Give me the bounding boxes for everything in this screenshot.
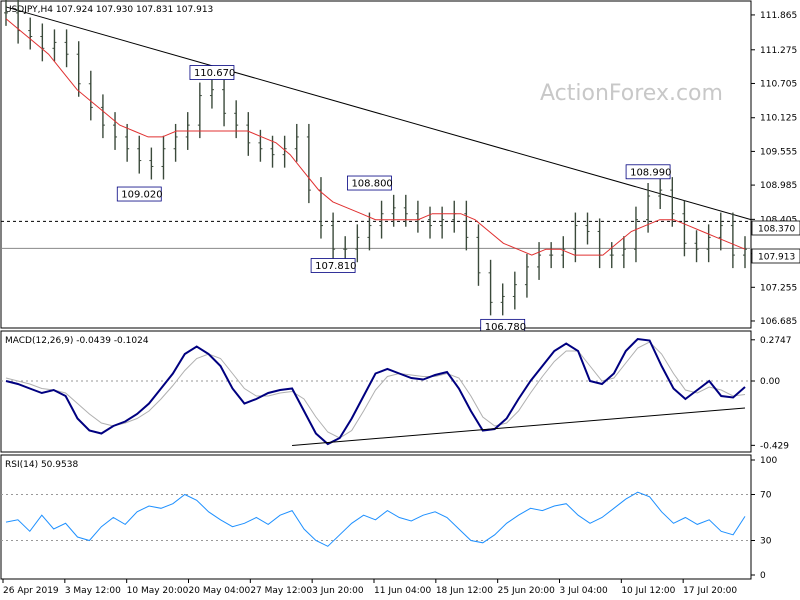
macd-y-tick-label: -0.429 [760,441,789,451]
price-y-tick-label: 110.705 [760,79,797,89]
x-tick-label: 11 Jun 04:00 [374,586,431,596]
price-annotation-label: 110.670 [194,68,235,79]
resistance-price-label-text: 108.370 [758,225,795,235]
price-annotation-box [625,164,671,180]
price-y-tick-label: 110.125 [760,114,797,124]
macd-panel: MACD(12,26,9) -0.0439 -0.1024 0.2747 0.00… [0,330,792,453]
price-y-tick-label: 109.555 [760,147,797,157]
macd-signal-line [5,341,746,439]
price-y-tick-label: 107.255 [760,283,797,293]
price-y-tick-label: 111.275 [760,46,797,56]
price-annotation: 108.990 [625,164,671,180]
rsi-y-tick-label: 30 [760,537,772,547]
price-y-tick-label: 108.405 [760,215,797,225]
price-annotation-label: 107.810 [315,261,356,272]
price-annotation-box [116,186,162,202]
rsi-line [5,491,746,547]
x-tick-label: 3 May 12:00 [65,586,121,596]
price-annotation: 108.800 [347,175,393,191]
price-annotation-label: 108.990 [630,167,671,178]
x-tick-label: 27 May 12:00 [250,586,312,596]
price-annotation-label: 106.780 [485,322,526,333]
x-tick-label: 25 Jun 20:00 [498,586,555,596]
price-annotation-label: 108.800 [351,179,392,190]
price-annotation: 109.020 [116,186,163,202]
x-tick-label: 3 Jul 04:00 [560,586,609,596]
rsi-level-lines [1,494,751,541]
macd-trendline [292,407,746,446]
x-tick-label: 20 May 04:00 [189,586,251,596]
x-tick-label: 10 May 20:00 [127,586,189,596]
macd-line [5,337,746,446]
macd-panel-title: MACD(12,26,9) -0.0439 -0.1024 [5,336,149,346]
price-panel: USDJPY,H4 107.924 107.930 107.831 107.91… [0,0,800,334]
macd-y-tick-label: 0.2747 [760,336,792,346]
macd-panel-frame [0,330,752,453]
x-tick-label: 3 Jun 20:00 [312,586,364,596]
price-annotation-box [310,258,356,273]
price-y-tick-label: 106.685 [760,317,797,327]
price-annotation: 110.670 [189,65,235,80]
current-price-label: 107.913 [751,248,800,264]
macd-y-tick-label: 0.00 [760,377,780,387]
price-annotation: 107.810 [310,258,356,273]
rsi-y-tick-label: 100 [760,456,777,466]
current-price-label-text: 107.913 [758,253,795,263]
rsi-y-tick-label: 0 [760,571,766,581]
price-y-tick-label: 111.865 [760,11,797,21]
rsi-panel-frame [0,454,752,580]
price-annotation-box [347,175,392,191]
price-annotations: 110.670 109.020 108.800 107.810 106.780 108.9… [116,65,671,334]
rsi-y-tick-label: 70 [760,491,772,501]
price-moving-average-line [5,18,746,256]
watermark: ActionForex.com [540,81,723,106]
price-annotation-box [189,65,235,80]
price-panel-title: USDJPY,H4 107.924 107.930 107.831 107.91… [5,5,213,15]
macd-y-ticks: 0.2747 0.00 -0.429 [751,336,792,451]
x-tick-label: 10 Jul 12:00 [621,586,675,596]
x-axis-ticks: 26 Apr 2019 3 May 12:00 10 May 20:00 20 May… [2,579,737,596]
price-annotation-label: 109.020 [121,190,162,201]
x-tick-label: 18 Jun 12:00 [436,586,493,596]
resistance-price-label: 108.370 [751,220,800,236]
x-tick-label: 17 Jul 20:00 [683,586,737,596]
price-trendline [5,6,752,221]
price-y-ticks: 111.865 111.275 110.705 110.125 109.555 108.9… [751,11,797,327]
price-y-tick-label: 108.985 [760,181,797,191]
x-tick-label: 26 Apr 2019 [3,586,59,596]
rsi-y-ticks: 100 70 30 0 [751,456,777,581]
rsi-panel: RSI(14) 50.9538 100 70 30 0 [0,454,777,581]
rsi-panel-title: RSI(14) 50.9538 [5,460,78,470]
